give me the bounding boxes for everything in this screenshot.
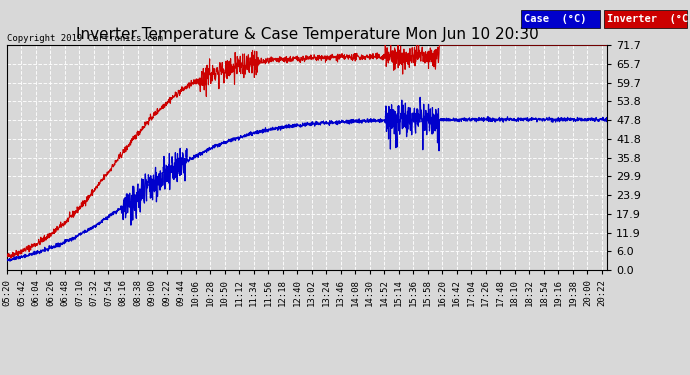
Text: Inverter  (°C): Inverter (°C) xyxy=(607,15,690,24)
Title: Inverter Temperature & Case Temperature Mon Jun 10 20:30: Inverter Temperature & Case Temperature … xyxy=(76,27,538,42)
Text: Copyright 2019 Cartronics.com: Copyright 2019 Cartronics.com xyxy=(7,34,163,43)
Text: Case  (°C): Case (°C) xyxy=(524,15,587,24)
